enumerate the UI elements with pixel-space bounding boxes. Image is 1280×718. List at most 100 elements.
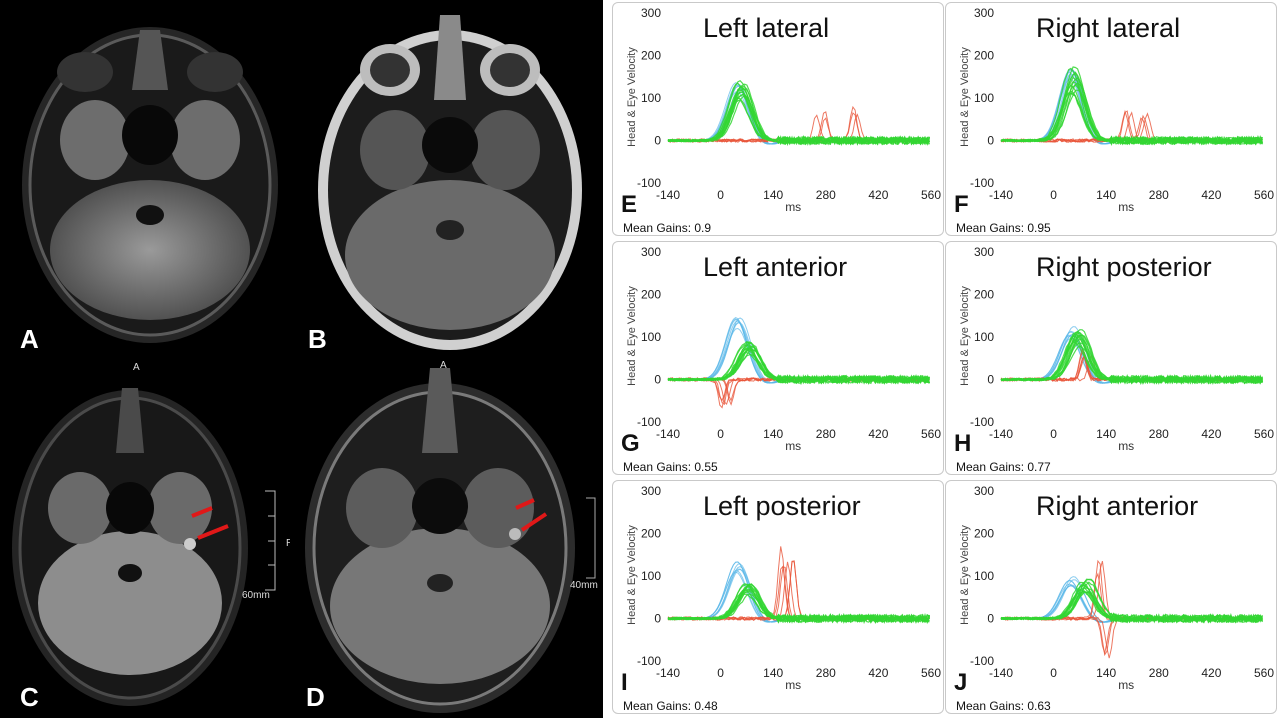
head-velocity-trace xyxy=(668,82,930,145)
y-tick-label: 100 xyxy=(974,330,994,344)
head-velocity-trace xyxy=(668,571,930,623)
x-axis-label: ms xyxy=(1118,678,1135,692)
eye-velocity-trace xyxy=(667,83,930,146)
mean-gain: Mean Gains: 0.48 xyxy=(623,699,718,713)
scale-label-c: 60mm xyxy=(242,590,270,601)
y-tick-label: -100 xyxy=(637,176,661,190)
x-tick-label: 280 xyxy=(816,188,836,202)
x-tick-label: 280 xyxy=(1149,666,1169,680)
y-tick-label: 100 xyxy=(641,330,661,344)
head-velocity-trace xyxy=(668,563,930,623)
head-velocity-trace xyxy=(668,319,930,384)
head-velocity-trace xyxy=(668,85,930,145)
x-tick-label: 420 xyxy=(868,188,888,202)
y-tick-label: 100 xyxy=(641,569,661,583)
head-velocity-trace xyxy=(668,568,930,623)
x-tick-label: 560 xyxy=(1254,188,1274,202)
mean-gain: Mean Gains: 0.9 xyxy=(623,221,712,235)
vhit-panel-h: 300 200 100 0 -100 -140 0 140 280 420 560 Right po… xyxy=(945,241,1277,475)
panel-letter: E xyxy=(621,191,638,218)
catchup-saccade-trace xyxy=(1000,572,1263,621)
y-tick-label: 100 xyxy=(641,91,661,105)
catchup-saccade-trace xyxy=(667,565,930,621)
x-tick-label: 560 xyxy=(1254,427,1274,441)
eye-velocity-trace xyxy=(1000,591,1263,624)
x-tick-label: -140 xyxy=(656,666,680,680)
y-axis-label: Head & Eye Velocity xyxy=(626,286,638,386)
catchup-saccade-trace xyxy=(667,546,930,621)
vhit-panel-j: 300 200 100 0 -100 -140 0 140 280 420 560 Right an… xyxy=(945,480,1277,714)
x-tick-label: 0 xyxy=(717,188,724,202)
y-tick-label: 300 xyxy=(641,484,661,498)
y-tick-label: 300 xyxy=(974,484,994,498)
y-tick-label: 200 xyxy=(641,527,661,541)
mri-panel-d: A 40mm D xyxy=(290,358,603,718)
y-tick-label: 100 xyxy=(974,91,994,105)
x-tick-label: 560 xyxy=(921,188,941,202)
x-axis-label: ms xyxy=(785,200,802,214)
x-axis-label: ms xyxy=(785,439,802,453)
x-axis-label: ms xyxy=(785,678,802,692)
vhit-panel-f: 300 200 100 0 -100 -140 0 140 280 420 560 Right la… xyxy=(945,2,1277,236)
panel-letter-c: C xyxy=(20,682,39,712)
mri-image-b xyxy=(318,15,582,350)
y-tick-label: -100 xyxy=(970,176,994,190)
y-tick-label: 0 xyxy=(654,373,661,387)
head-velocity-trace xyxy=(668,570,930,623)
x-tick-label: 280 xyxy=(816,427,836,441)
x-tick-label: 420 xyxy=(1201,427,1221,441)
eye-velocity-trace xyxy=(667,82,930,146)
y-tick-label: 200 xyxy=(974,49,994,63)
mri-image-d xyxy=(305,368,596,713)
mean-gain: Mean Gains: 0.77 xyxy=(956,460,1051,474)
x-axis-label: ms xyxy=(1118,439,1135,453)
vhit-panel-e: 300 200 100 0 -100 -140 0 140 280 420 560 Left lat… xyxy=(612,2,944,236)
panel-letter-b: B xyxy=(308,324,327,354)
mri-image-a xyxy=(22,27,278,343)
x-tick-label: 420 xyxy=(1201,666,1221,680)
vhit-plot-i: 300 200 100 0 -100-140 0 140 280 420 560 xyxy=(637,484,941,680)
y-axis-label: Head & Eye Velocity xyxy=(626,525,638,625)
mean-gain: Mean Gains: 0.95 xyxy=(956,221,1051,235)
y-axis-label: Head & Eye Velocity xyxy=(959,525,971,625)
catchup-saccade-trace xyxy=(1000,616,1263,657)
y-tick-label: 0 xyxy=(987,612,994,626)
scale-label-d: 40mm xyxy=(570,580,598,591)
x-tick-label: 420 xyxy=(868,666,888,680)
x-tick-label: 0 xyxy=(717,666,724,680)
x-tick-label: 0 xyxy=(1050,666,1057,680)
panel-title: Left lateral xyxy=(703,13,830,43)
mri-image-c xyxy=(12,388,276,706)
head-velocity-trace xyxy=(668,561,930,623)
mri-panel-a: A xyxy=(0,0,300,358)
x-tick-label: -140 xyxy=(989,427,1013,441)
panel-letter: F xyxy=(954,191,969,218)
mean-gain: Mean Gains: 0.55 xyxy=(623,460,718,474)
head-velocity-trace xyxy=(668,320,930,384)
panel-letter: I xyxy=(621,669,628,696)
y-axis-label: Head & Eye Velocity xyxy=(626,47,638,147)
x-tick-label: 280 xyxy=(1149,427,1169,441)
eye-velocity-trace xyxy=(667,85,930,146)
y-axis-label: Head & Eye Velocity xyxy=(959,47,971,147)
y-tick-label: 200 xyxy=(641,49,661,63)
eye-velocity-trace xyxy=(667,341,930,385)
x-tick-label: 140 xyxy=(1096,427,1116,441)
panel-title: Right lateral xyxy=(1036,13,1181,43)
x-tick-label: 280 xyxy=(816,666,836,680)
head-velocity-trace xyxy=(668,318,930,384)
y-tick-label: 300 xyxy=(974,6,994,20)
head-velocity-trace xyxy=(668,322,930,384)
vhit-panel-i: 300 200 100 0 -100 -140 0 140 280 420 560 Left pos… xyxy=(612,480,944,714)
x-tick-label: 140 xyxy=(763,188,783,202)
head-velocity-trace xyxy=(668,85,930,145)
x-tick-label: 0 xyxy=(1050,427,1057,441)
mri-panel-b: B xyxy=(300,0,603,358)
x-tick-label: 420 xyxy=(1201,188,1221,202)
x-axis-label: ms xyxy=(1118,200,1135,214)
orientation-marker-d: A xyxy=(440,360,447,371)
y-tick-label: -100 xyxy=(637,654,661,668)
head-velocity-trace xyxy=(668,568,930,623)
y-tick-label: 200 xyxy=(974,288,994,302)
catchup-saccade-trace xyxy=(1000,616,1263,659)
